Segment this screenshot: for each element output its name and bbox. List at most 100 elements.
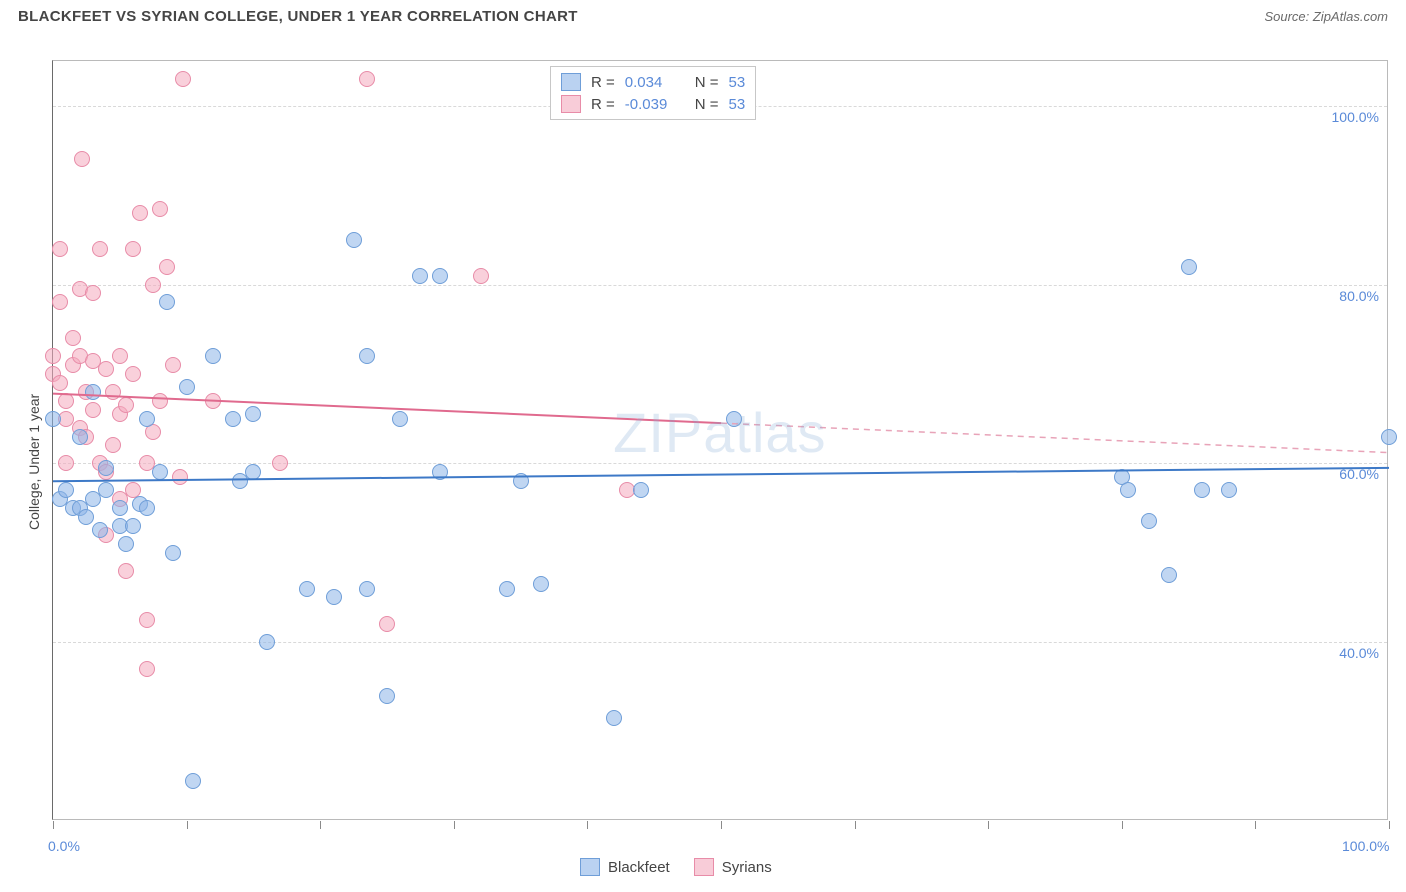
scatter-point-syrians (152, 393, 168, 409)
scatter-point-blackfeet (513, 473, 529, 489)
scatter-point-blackfeet (326, 589, 342, 605)
scatter-point-syrians (105, 384, 121, 400)
scatter-point-syrians (112, 348, 128, 364)
scatter-point-syrians (58, 393, 74, 409)
scatter-point-blackfeet (432, 268, 448, 284)
scatter-point-blackfeet (179, 379, 195, 395)
scatter-point-syrians (379, 616, 395, 632)
scatter-point-syrians (92, 241, 108, 257)
scatter-point-blackfeet (633, 482, 649, 498)
scatter-point-blackfeet (92, 522, 108, 538)
scatter-point-blackfeet (726, 411, 742, 427)
n-label: N = (695, 96, 719, 113)
scatter-point-blackfeet (299, 581, 315, 597)
x-tick (855, 821, 856, 829)
r-label: R = (591, 96, 615, 113)
scatter-point-syrians (272, 455, 288, 471)
grid-line (53, 285, 1387, 286)
scatter-point-blackfeet (72, 429, 88, 445)
stats-legend-row: R =0.034N =53 (561, 71, 745, 93)
scatter-point-syrians (145, 277, 161, 293)
x-tick (454, 821, 455, 829)
scatter-point-blackfeet (85, 384, 101, 400)
scatter-point-blackfeet (139, 500, 155, 516)
legend-item: Syrians (694, 858, 772, 876)
scatter-point-blackfeet (359, 581, 375, 597)
stats-legend: R =0.034N =53R =-0.039N =53 (550, 66, 756, 120)
scatter-point-blackfeet (152, 464, 168, 480)
scatter-point-blackfeet (1120, 482, 1136, 498)
chart-source: Source: ZipAtlas.com (1264, 9, 1388, 24)
scatter-point-blackfeet (98, 460, 114, 476)
legend-swatch (580, 858, 600, 876)
scatter-point-syrians (118, 397, 134, 413)
chart-title: BLACKFEET VS SYRIAN COLLEGE, UNDER 1 YEA… (18, 8, 578, 25)
x-tick (320, 821, 321, 829)
stats-legend-row: R =-0.039N =53 (561, 93, 745, 115)
scatter-point-syrians (52, 294, 68, 310)
y-tick-label: 80.0% (1339, 288, 1379, 304)
scatter-point-syrians (52, 241, 68, 257)
legend-swatch (561, 73, 581, 91)
scatter-point-blackfeet (1181, 259, 1197, 275)
x-tick (1122, 821, 1123, 829)
scatter-point-blackfeet (606, 710, 622, 726)
scatter-point-syrians (165, 357, 181, 373)
scatter-point-blackfeet (432, 464, 448, 480)
scatter-point-syrians (45, 348, 61, 364)
scatter-point-syrians (125, 366, 141, 382)
trend-lines (53, 61, 1389, 821)
scatter-point-blackfeet (245, 464, 261, 480)
scatter-point-syrians (132, 205, 148, 221)
scatter-point-blackfeet (112, 500, 128, 516)
scatter-point-syrians (125, 241, 141, 257)
y-tick-label: 100.0% (1332, 109, 1379, 125)
scatter-point-syrians (98, 361, 114, 377)
legend-item: Blackfeet (580, 858, 670, 876)
x-tick (1389, 821, 1390, 829)
scatter-point-blackfeet (139, 411, 155, 427)
scatter-point-blackfeet (245, 406, 261, 422)
scatter-point-syrians (105, 437, 121, 453)
scatter-point-blackfeet (379, 688, 395, 704)
scatter-point-blackfeet (205, 348, 221, 364)
scatter-point-syrians (139, 612, 155, 628)
x-tick (587, 821, 588, 829)
y-tick-label: 60.0% (1339, 466, 1379, 482)
scatter-point-syrians (172, 469, 188, 485)
scatter-point-blackfeet (1221, 482, 1237, 498)
n-label: N = (695, 74, 719, 91)
scatter-point-blackfeet (185, 773, 201, 789)
n-value: 53 (729, 74, 746, 91)
scatter-point-blackfeet (346, 232, 362, 248)
x-tick-label: 0.0% (48, 838, 80, 854)
x-tick (1255, 821, 1256, 829)
scatter-point-syrians (359, 71, 375, 87)
legend-label: Syrians (722, 859, 772, 876)
x-tick-label: 100.0% (1342, 838, 1389, 854)
scatter-point-syrians (152, 201, 168, 217)
scatter-point-blackfeet (1141, 513, 1157, 529)
chart-plot-area: 40.0% 60.0% 80.0% 100.0% (52, 60, 1388, 820)
scatter-point-blackfeet (165, 545, 181, 561)
scatter-point-syrians (473, 268, 489, 284)
scatter-point-syrians (74, 151, 90, 167)
scatter-point-blackfeet (1381, 429, 1397, 445)
scatter-point-blackfeet (118, 536, 134, 552)
legend-swatch (694, 858, 714, 876)
scatter-point-syrians (58, 455, 74, 471)
x-tick (53, 821, 54, 829)
y-tick-label: 40.0% (1339, 645, 1379, 661)
scatter-point-syrians (52, 375, 68, 391)
scatter-point-syrians (139, 661, 155, 677)
scatter-point-blackfeet (225, 411, 241, 427)
scatter-point-syrians (159, 259, 175, 275)
scatter-point-blackfeet (58, 482, 74, 498)
x-tick (187, 821, 188, 829)
n-value: 53 (729, 96, 746, 113)
scatter-point-blackfeet (412, 268, 428, 284)
scatter-point-blackfeet (392, 411, 408, 427)
grid-line (53, 642, 1387, 643)
scatter-point-blackfeet (78, 509, 94, 525)
scatter-point-blackfeet (259, 634, 275, 650)
